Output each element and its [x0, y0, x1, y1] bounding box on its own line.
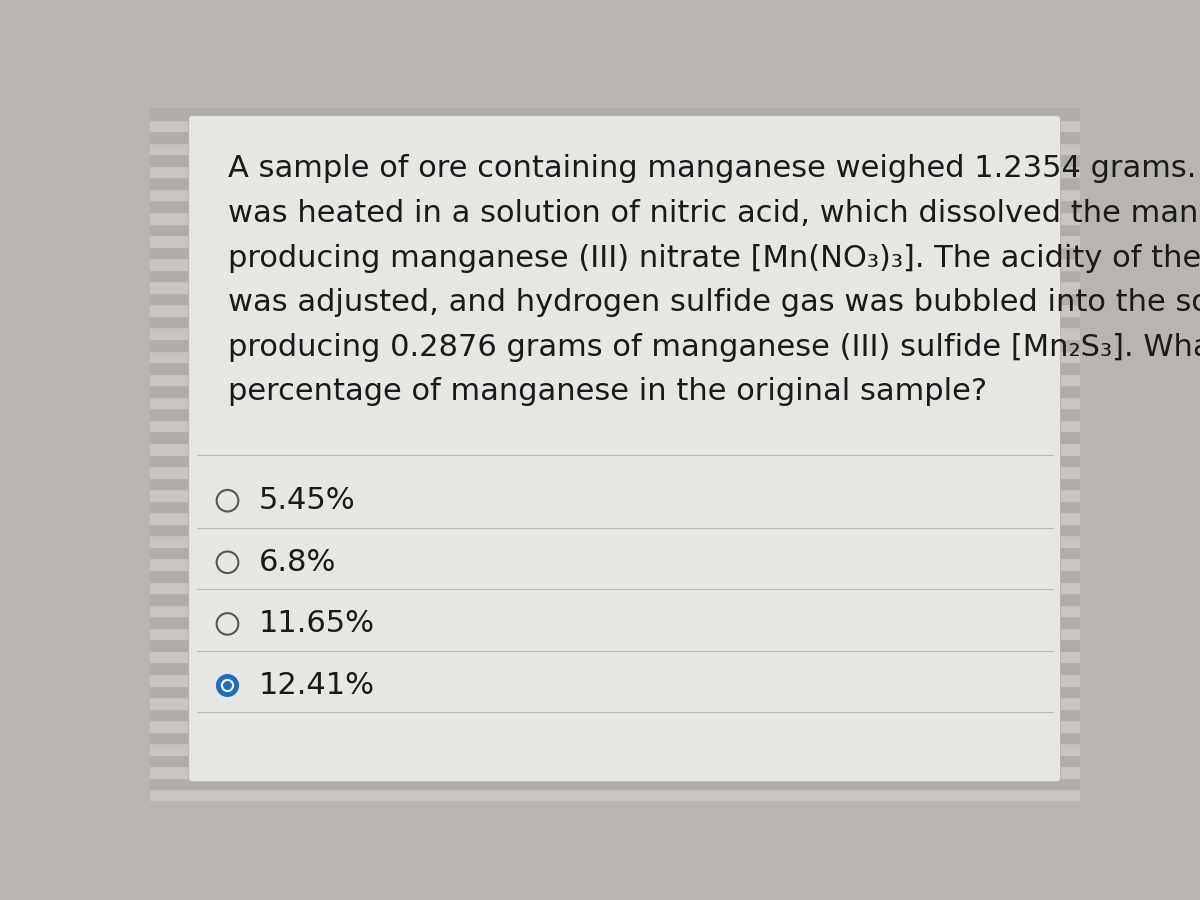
Bar	[150, 212, 1080, 223]
Bar	[150, 374, 1080, 385]
Bar	[150, 177, 1080, 189]
Text: 5.45%: 5.45%	[258, 486, 355, 515]
FancyBboxPatch shape	[188, 116, 1061, 782]
Bar	[150, 466, 1080, 478]
Bar	[150, 443, 1080, 454]
Bar	[150, 616, 1080, 628]
Text: 11.65%: 11.65%	[258, 609, 374, 638]
Text: percentage of manganese in the original sample?: percentage of manganese in the original …	[228, 377, 986, 407]
Bar	[150, 292, 1080, 304]
Bar	[150, 166, 1080, 177]
Bar	[150, 570, 1080, 581]
Bar	[150, 558, 1080, 570]
Bar	[150, 397, 1080, 409]
Bar	[150, 662, 1080, 674]
Bar	[150, 536, 1080, 547]
Bar	[150, 651, 1080, 662]
Bar	[150, 708, 1080, 720]
Bar	[150, 478, 1080, 490]
Bar	[150, 755, 1080, 767]
Bar	[150, 605, 1080, 617]
Text: was adjusted, and hydrogen sulfide gas was bubbled into the solution: was adjusted, and hydrogen sulfide gas w…	[228, 288, 1200, 317]
Circle shape	[217, 675, 239, 697]
Bar	[150, 720, 1080, 732]
Bar	[150, 547, 1080, 558]
Bar	[150, 490, 1080, 500]
Text: 12.41%: 12.41%	[258, 671, 374, 700]
Bar	[150, 131, 1080, 142]
Bar	[150, 767, 1080, 778]
Bar	[150, 789, 1080, 801]
Bar	[150, 743, 1080, 755]
Bar	[150, 674, 1080, 686]
Bar	[150, 697, 1080, 708]
Circle shape	[222, 680, 234, 691]
Circle shape	[223, 681, 232, 689]
Bar	[150, 512, 1080, 524]
Bar	[150, 581, 1080, 593]
Bar	[150, 223, 1080, 235]
Text: producing 0.2876 grams of manganese (III) sulfide [Mn₂S₃]. What is the: producing 0.2876 grams of manganese (III…	[228, 333, 1200, 362]
Text: 6.8%: 6.8%	[258, 548, 336, 577]
Bar	[150, 108, 1080, 120]
Text: was heated in a solution of nitric acid, which dissolved the manganese: was heated in a solution of nitric acid,…	[228, 199, 1200, 228]
Bar	[150, 350, 1080, 362]
Bar	[150, 732, 1080, 743]
Bar	[150, 362, 1080, 374]
Bar	[150, 639, 1080, 651]
Bar	[150, 281, 1080, 292]
Bar	[150, 247, 1080, 258]
Bar	[150, 142, 1080, 154]
Bar	[150, 339, 1080, 351]
Bar	[150, 270, 1080, 281]
Bar	[150, 201, 1080, 212]
Bar	[150, 154, 1080, 166]
Bar	[150, 593, 1080, 605]
Bar	[150, 120, 1080, 131]
Text: A sample of ore containing manganese weighed 1.2354 grams. This sample: A sample of ore containing manganese wei…	[228, 154, 1200, 184]
Bar	[150, 454, 1080, 466]
Bar	[150, 778, 1080, 789]
Bar	[150, 385, 1080, 397]
Bar	[150, 524, 1080, 536]
Bar	[150, 258, 1080, 270]
Bar	[150, 686, 1080, 697]
Bar	[150, 235, 1080, 247]
Bar	[150, 316, 1080, 328]
Bar	[150, 328, 1080, 339]
Bar	[150, 628, 1080, 639]
Bar	[150, 419, 1080, 431]
Bar	[150, 189, 1080, 201]
Bar	[150, 409, 1080, 419]
Bar	[150, 431, 1080, 443]
Text: producing manganese (III) nitrate [Mn(NO₃)₃]. The acidity of the solution: producing manganese (III) nitrate [Mn(NO…	[228, 244, 1200, 273]
Bar	[150, 304, 1080, 316]
Bar	[150, 500, 1080, 512]
